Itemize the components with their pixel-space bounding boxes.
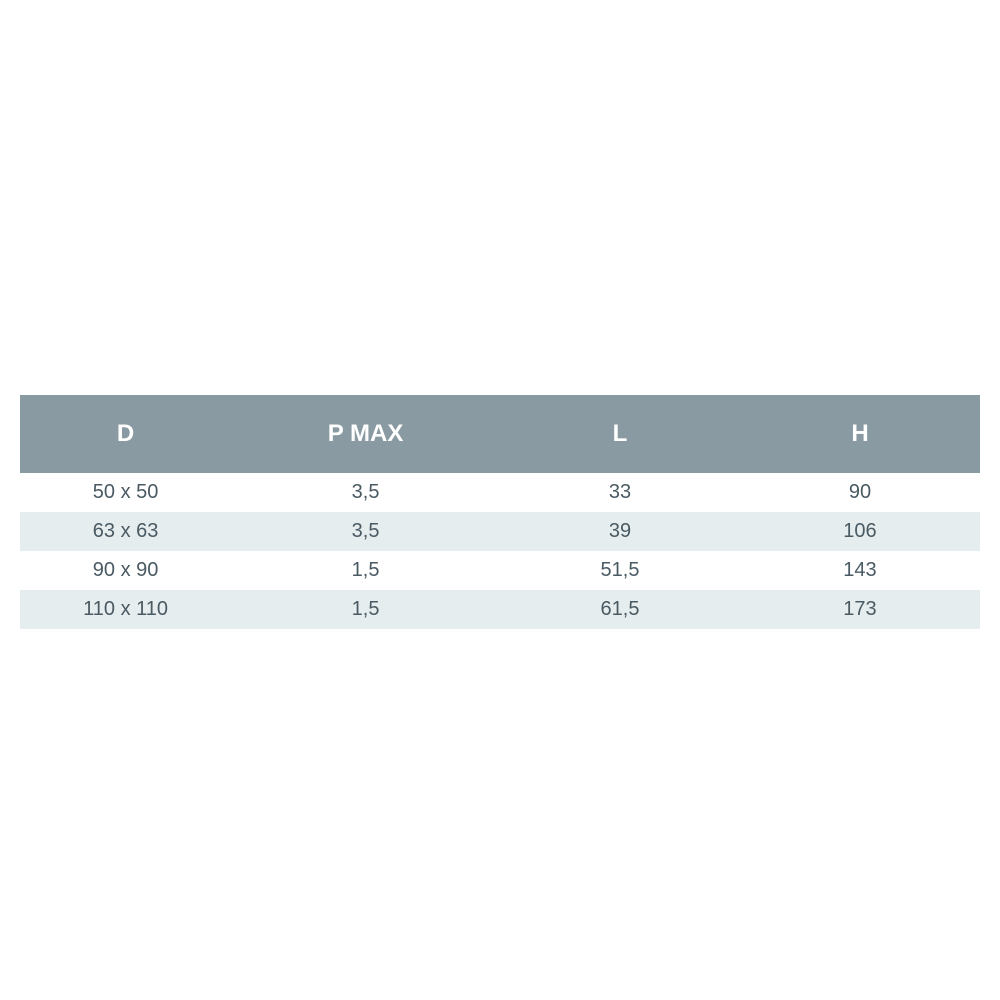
table-row: 110 x 110 1,5 61,5 173 xyxy=(20,590,980,629)
cell-pmax: 1,5 xyxy=(231,590,500,629)
cell-d: 110 x 110 xyxy=(20,590,231,629)
col-header-l: L xyxy=(500,395,740,473)
col-header-d: D xyxy=(20,395,231,473)
spec-table: D P MAX L H 50 x 50 3,5 33 90 63 x 63 3,… xyxy=(20,395,980,629)
table-row: 90 x 90 1,5 51,5 143 xyxy=(20,551,980,590)
cell-l: 39 xyxy=(500,512,740,551)
cell-h: 90 xyxy=(740,473,980,512)
table-row: 50 x 50 3,5 33 90 xyxy=(20,473,980,512)
cell-pmax: 1,5 xyxy=(231,551,500,590)
cell-l: 33 xyxy=(500,473,740,512)
cell-h: 143 xyxy=(740,551,980,590)
cell-pmax: 3,5 xyxy=(231,512,500,551)
col-header-h: H xyxy=(740,395,980,473)
cell-d: 50 x 50 xyxy=(20,473,231,512)
table-header-row: D P MAX L H xyxy=(20,395,980,473)
cell-h: 106 xyxy=(740,512,980,551)
spec-table-container: D P MAX L H 50 x 50 3,5 33 90 63 x 63 3,… xyxy=(20,395,980,629)
cell-d: 90 x 90 xyxy=(20,551,231,590)
cell-d: 63 x 63 xyxy=(20,512,231,551)
cell-l: 51,5 xyxy=(500,551,740,590)
table-row: 63 x 63 3,5 39 106 xyxy=(20,512,980,551)
col-header-pmax: P MAX xyxy=(231,395,500,473)
cell-l: 61,5 xyxy=(500,590,740,629)
cell-h: 173 xyxy=(740,590,980,629)
cell-pmax: 3,5 xyxy=(231,473,500,512)
